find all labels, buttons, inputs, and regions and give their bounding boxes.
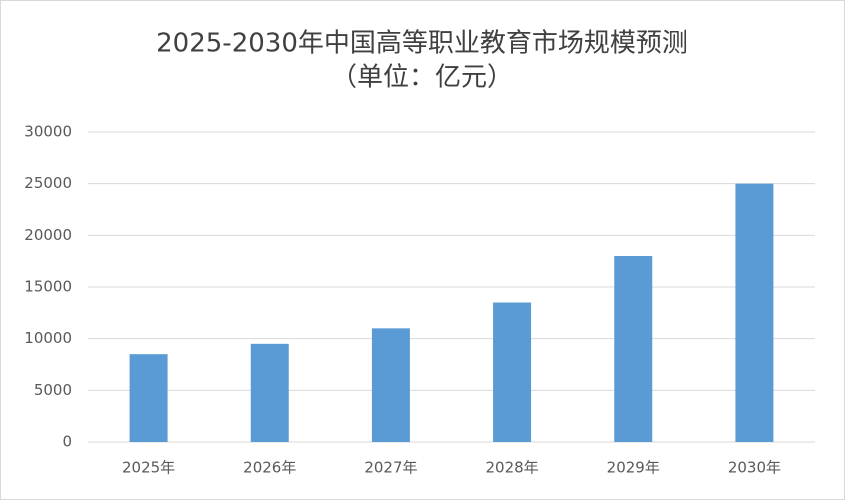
bar bbox=[614, 256, 653, 442]
y-tick-label: 20000 bbox=[24, 226, 72, 244]
y-tick-label: 0 bbox=[62, 433, 72, 451]
x-tick-label: 2026年 bbox=[243, 459, 296, 477]
x-tick-label: 2030年 bbox=[728, 459, 781, 477]
x-tick-label: 2025年 bbox=[122, 459, 175, 477]
y-tick-label: 10000 bbox=[24, 329, 72, 347]
bar bbox=[250, 343, 289, 442]
y-tick-label: 15000 bbox=[24, 278, 72, 296]
bar bbox=[129, 354, 168, 442]
chart-title: 2025-2030年中国高等职业教育市场规模预测 bbox=[156, 29, 688, 59]
bar bbox=[735, 183, 774, 442]
x-tick-label: 2028年 bbox=[485, 459, 538, 477]
y-tick-label: 30000 bbox=[24, 123, 72, 141]
bar bbox=[493, 302, 532, 442]
bar bbox=[371, 328, 410, 442]
x-tick-label: 2027年 bbox=[364, 459, 417, 477]
chart-subtitle: （单位：亿元） bbox=[331, 63, 513, 93]
x-tick-label: 2029年 bbox=[607, 459, 660, 477]
y-tick-label: 25000 bbox=[24, 174, 72, 192]
y-tick-label: 5000 bbox=[34, 381, 72, 399]
